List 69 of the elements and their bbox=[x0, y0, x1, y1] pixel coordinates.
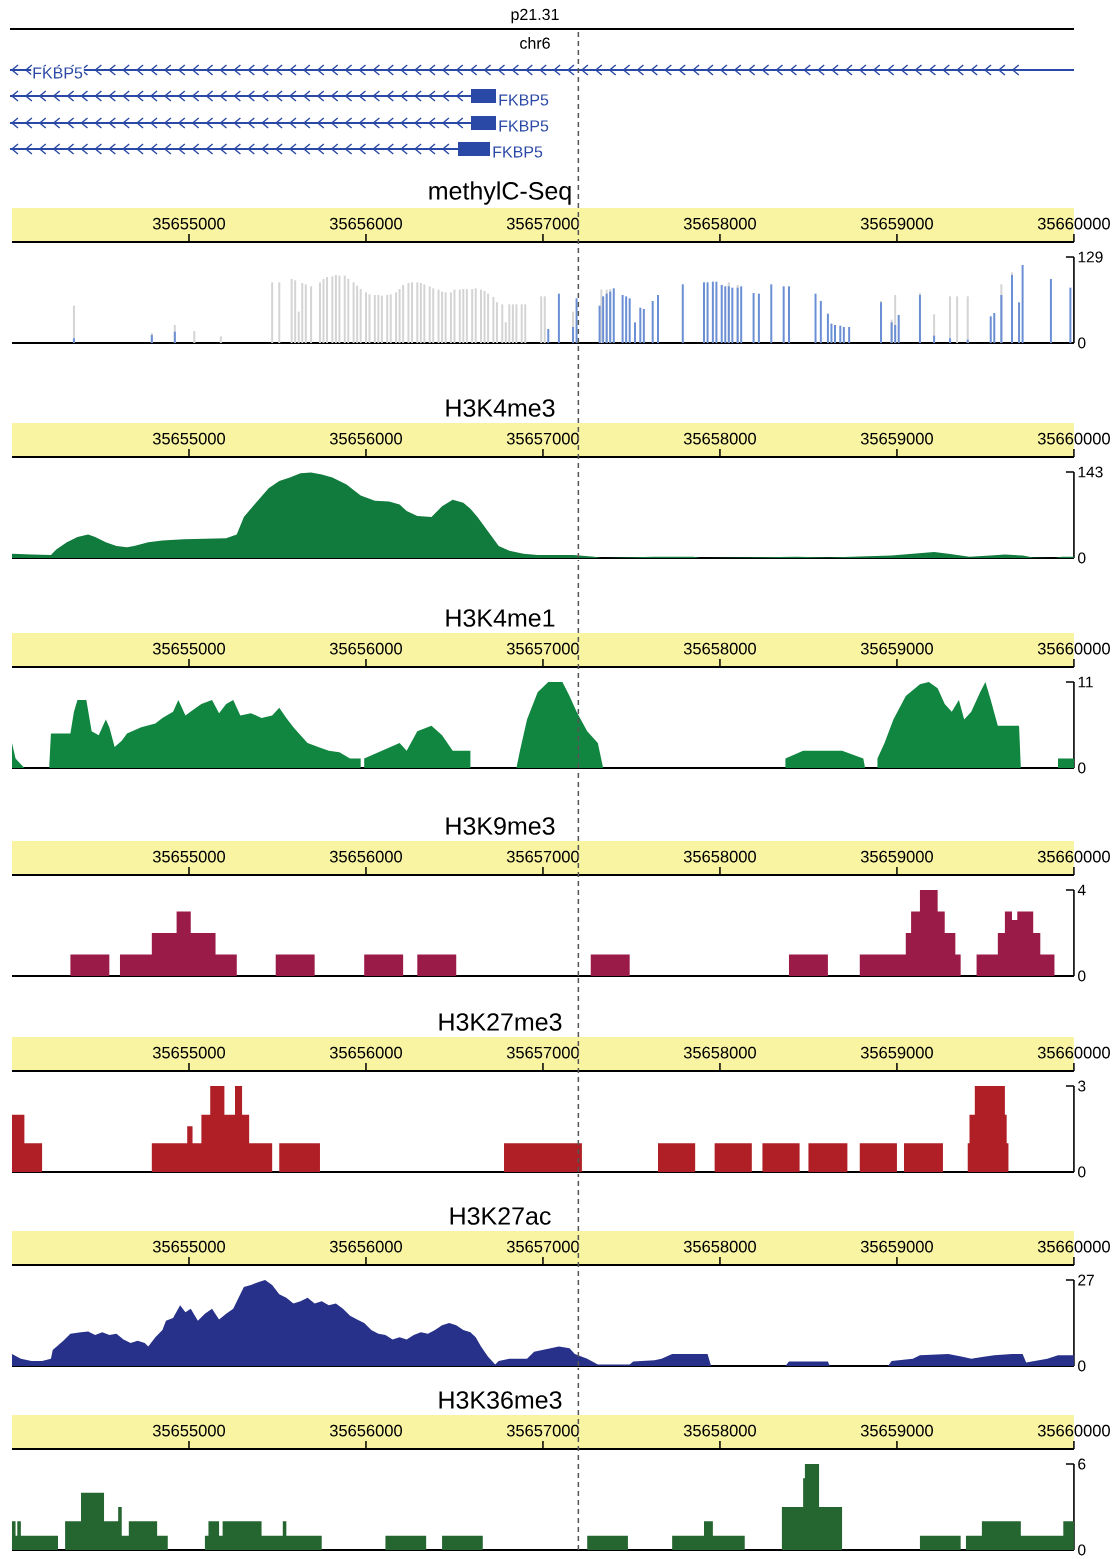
x-tick-label: 35655000 bbox=[152, 1046, 226, 1059]
text: FKBP5 bbox=[493, 146, 543, 158]
y-tick-label: 6 bbox=[1078, 1458, 1086, 1470]
x-tick-label: 35656000 bbox=[329, 642, 403, 655]
y-tick-label: 0 bbox=[1078, 970, 1086, 982]
y-tick-label: 129 bbox=[1078, 251, 1103, 263]
y-tick-label: 11 bbox=[1078, 676, 1093, 688]
x-tick-label: 35655000 bbox=[152, 850, 226, 863]
x-tick-label: 35656000 bbox=[329, 850, 403, 863]
x-tick-label: 35657000 bbox=[506, 642, 579, 655]
x-tick-label: 35659000 bbox=[860, 217, 933, 230]
x-tick-label: 35659000 bbox=[860, 850, 933, 863]
x-tick-label: 35658000 bbox=[683, 850, 756, 863]
x-tick-label: 35659000 bbox=[860, 1046, 933, 1059]
x-tick-label: 35658000 bbox=[683, 1046, 756, 1059]
x-tick-label: 35660000 bbox=[1037, 432, 1110, 445]
x-tick-label: 35657000 bbox=[506, 1046, 579, 1059]
y-tick-label: 0 bbox=[1078, 762, 1086, 774]
x-tick-label: 35657000 bbox=[506, 432, 579, 445]
x-tick-label: 35660000 bbox=[1037, 217, 1110, 230]
chart-title: H3K27ac bbox=[450, 1207, 551, 1225]
chart-title: H3K9me3 bbox=[446, 817, 555, 835]
x-tick-label: 35659000 bbox=[860, 1424, 933, 1437]
y-tick-label: 0 bbox=[1078, 1360, 1086, 1372]
chart-title: H3K36me3 bbox=[439, 1391, 562, 1409]
x-tick-label: 35657000 bbox=[506, 850, 579, 863]
x-tick-label: 35658000 bbox=[683, 1424, 756, 1437]
chart-title: H3K4me1 bbox=[446, 609, 555, 627]
x-tick-label: 35659000 bbox=[860, 642, 933, 655]
x-tick-label: 35658000 bbox=[683, 1240, 756, 1253]
chart-title: methylC-Seq bbox=[429, 181, 571, 205]
y-tick-label: 27 bbox=[1078, 1274, 1094, 1286]
x-tick-label: 35659000 bbox=[860, 432, 933, 445]
text: FKBP5 bbox=[499, 94, 549, 106]
x-tick-label: 35660000 bbox=[1037, 1046, 1110, 1059]
x-tick-label: 35655000 bbox=[152, 642, 226, 655]
x-tick-label: 35658000 bbox=[683, 217, 756, 230]
x-tick-label: 35655000 bbox=[152, 1240, 226, 1253]
text: chr6 bbox=[520, 37, 550, 49]
x-tick-label: 35656000 bbox=[329, 1046, 403, 1059]
x-tick-label: 35660000 bbox=[1037, 850, 1110, 863]
text: p21.31 bbox=[511, 8, 559, 24]
x-tick-label: 35657000 bbox=[506, 1240, 579, 1253]
y-tick-label: 4 bbox=[1077, 884, 1086, 896]
x-tick-label: 35657000 bbox=[506, 217, 579, 230]
y-tick-label: 0 bbox=[1078, 1544, 1086, 1556]
x-tick-label: 35656000 bbox=[329, 1424, 403, 1437]
y-tick-label: 0 bbox=[1078, 337, 1086, 349]
y-tick-label: 3 bbox=[1078, 1080, 1086, 1092]
x-tick-label: 35660000 bbox=[1037, 642, 1110, 655]
x-tick-label: 35658000 bbox=[683, 432, 756, 445]
y-tick-label: 143 bbox=[1078, 466, 1103, 478]
x-tick-label: 35656000 bbox=[329, 1240, 403, 1253]
x-tick-label: 35660000 bbox=[1037, 1240, 1110, 1253]
y-tick-label: 0 bbox=[1078, 552, 1086, 564]
x-tick-label: 35656000 bbox=[329, 432, 403, 445]
x-tick-label: 35657000 bbox=[506, 1424, 579, 1437]
text: FKBP5 bbox=[499, 120, 549, 132]
y-tick-label: 0 bbox=[1078, 1166, 1086, 1178]
x-tick-label: 35660000 bbox=[1037, 1424, 1110, 1437]
x-tick-label: 35655000 bbox=[152, 432, 226, 445]
x-tick-label: 35655000 bbox=[152, 1424, 226, 1437]
chart-title: H3K4me3 bbox=[446, 399, 555, 417]
text: FKBP5 bbox=[33, 67, 83, 79]
chart-title: H3K27me3 bbox=[439, 1013, 562, 1031]
x-tick-label: 35656000 bbox=[329, 217, 403, 230]
x-tick-label: 35655000 bbox=[152, 217, 226, 230]
x-tick-label: 35659000 bbox=[860, 1240, 933, 1253]
x-tick-label: 35658000 bbox=[683, 642, 756, 655]
